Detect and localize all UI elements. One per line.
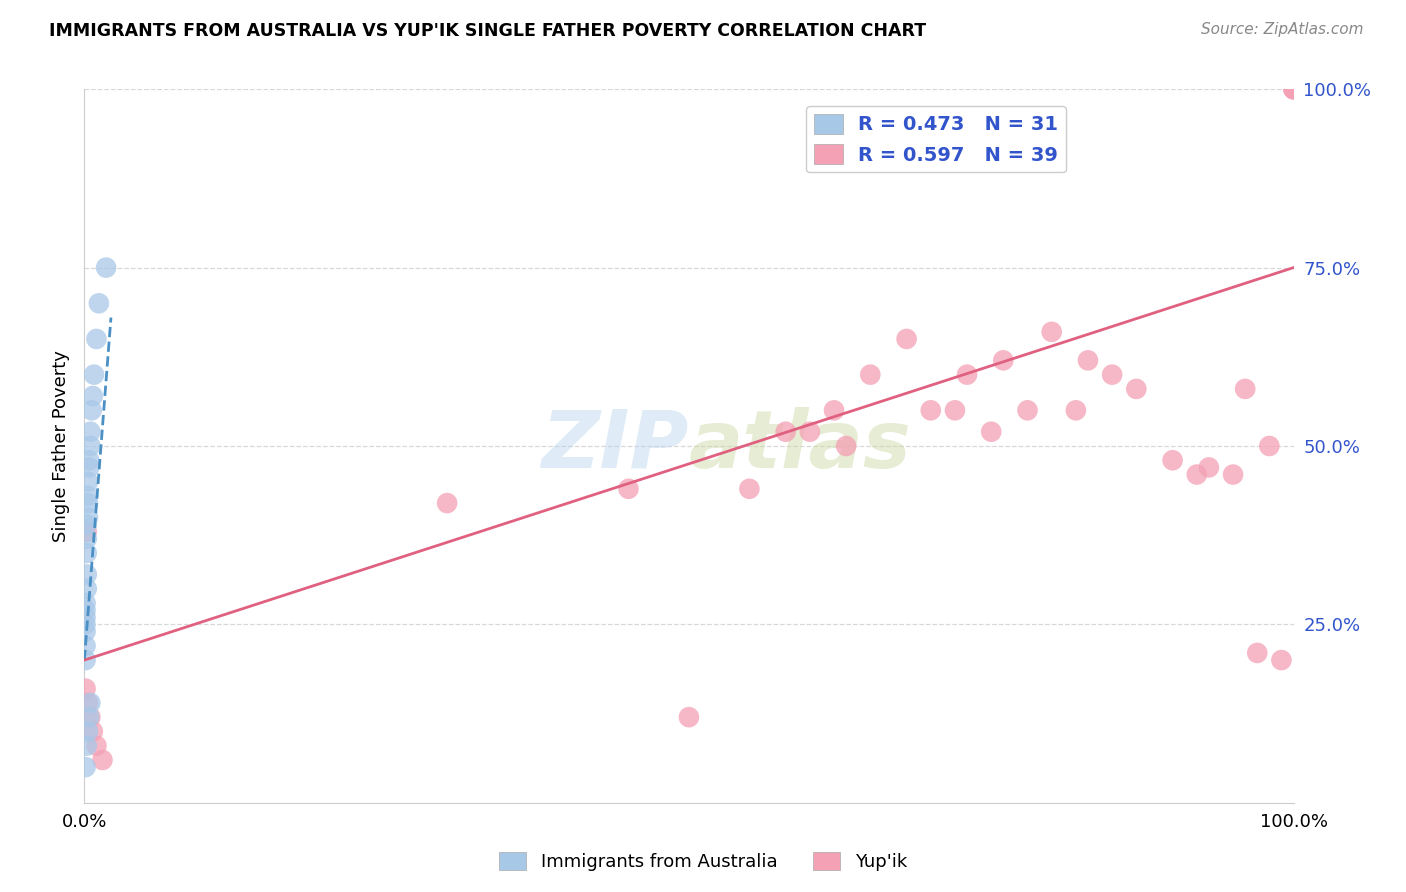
Point — [799, 425, 821, 439]
Point — [1125, 382, 1147, 396]
Text: atlas: atlas — [689, 407, 911, 485]
Point — [75, 624, 97, 639]
Point — [76, 517, 98, 532]
Point — [75, 653, 97, 667]
Point — [920, 403, 942, 417]
Point — [75, 617, 97, 632]
Point — [82, 724, 104, 739]
Point — [1017, 403, 1039, 417]
Point — [75, 639, 97, 653]
Point — [1246, 646, 1268, 660]
Point — [76, 532, 98, 546]
Point — [76, 546, 98, 560]
Point — [77, 724, 100, 739]
Point — [76, 524, 98, 539]
Text: IMMIGRANTS FROM AUSTRALIA VS YUP'IK SINGLE FATHER POVERTY CORRELATION CHART: IMMIGRANTS FROM AUSTRALIA VS YUP'IK SING… — [49, 22, 927, 40]
Point — [1258, 439, 1281, 453]
Point — [77, 510, 100, 524]
Point — [738, 482, 761, 496]
Point — [835, 439, 858, 453]
Point — [79, 425, 101, 439]
Point — [1040, 325, 1063, 339]
Legend: R = 0.473   N = 31, R = 0.597   N = 39: R = 0.473 N = 31, R = 0.597 N = 39 — [806, 106, 1066, 172]
Text: Source: ZipAtlas.com: Source: ZipAtlas.com — [1201, 22, 1364, 37]
Point — [77, 496, 100, 510]
Point — [896, 332, 918, 346]
Point — [82, 389, 104, 403]
Point — [1198, 460, 1220, 475]
Point — [1282, 82, 1305, 96]
Point — [80, 403, 103, 417]
Point — [993, 353, 1015, 368]
Point — [76, 739, 98, 753]
Point — [1161, 453, 1184, 467]
Point — [94, 260, 117, 275]
Point — [436, 496, 458, 510]
Point — [83, 368, 105, 382]
Point — [943, 403, 966, 417]
Point — [1234, 382, 1257, 396]
Point — [75, 760, 97, 774]
Point — [86, 739, 108, 753]
Text: ZIP: ZIP — [541, 407, 689, 485]
Point — [678, 710, 700, 724]
Point — [75, 610, 97, 624]
Point — [86, 332, 108, 346]
Point — [76, 567, 98, 582]
Point — [775, 425, 797, 439]
Point — [980, 425, 1002, 439]
Point — [77, 460, 100, 475]
Point — [75, 596, 97, 610]
Point — [91, 753, 114, 767]
Point — [77, 453, 100, 467]
Point — [87, 296, 110, 310]
Point — [617, 482, 640, 496]
Point — [1185, 467, 1208, 482]
Point — [75, 603, 97, 617]
Point — [823, 403, 845, 417]
Point — [1222, 467, 1244, 482]
Point — [77, 710, 100, 724]
Point — [1282, 82, 1305, 96]
Point — [79, 710, 101, 724]
Point — [77, 489, 100, 503]
Point — [859, 368, 882, 382]
Y-axis label: Single Father Poverty: Single Father Poverty — [52, 350, 70, 542]
Point — [77, 696, 100, 710]
Point — [79, 696, 101, 710]
Point — [77, 475, 100, 489]
Point — [1282, 82, 1305, 96]
Point — [1270, 653, 1292, 667]
Point — [956, 368, 979, 382]
Point — [75, 681, 97, 696]
Point — [76, 582, 98, 596]
Point — [1077, 353, 1099, 368]
Point — [1101, 368, 1123, 382]
Legend: Immigrants from Australia, Yup'ik: Immigrants from Australia, Yup'ik — [492, 845, 914, 879]
Point — [79, 439, 101, 453]
Point — [1064, 403, 1087, 417]
